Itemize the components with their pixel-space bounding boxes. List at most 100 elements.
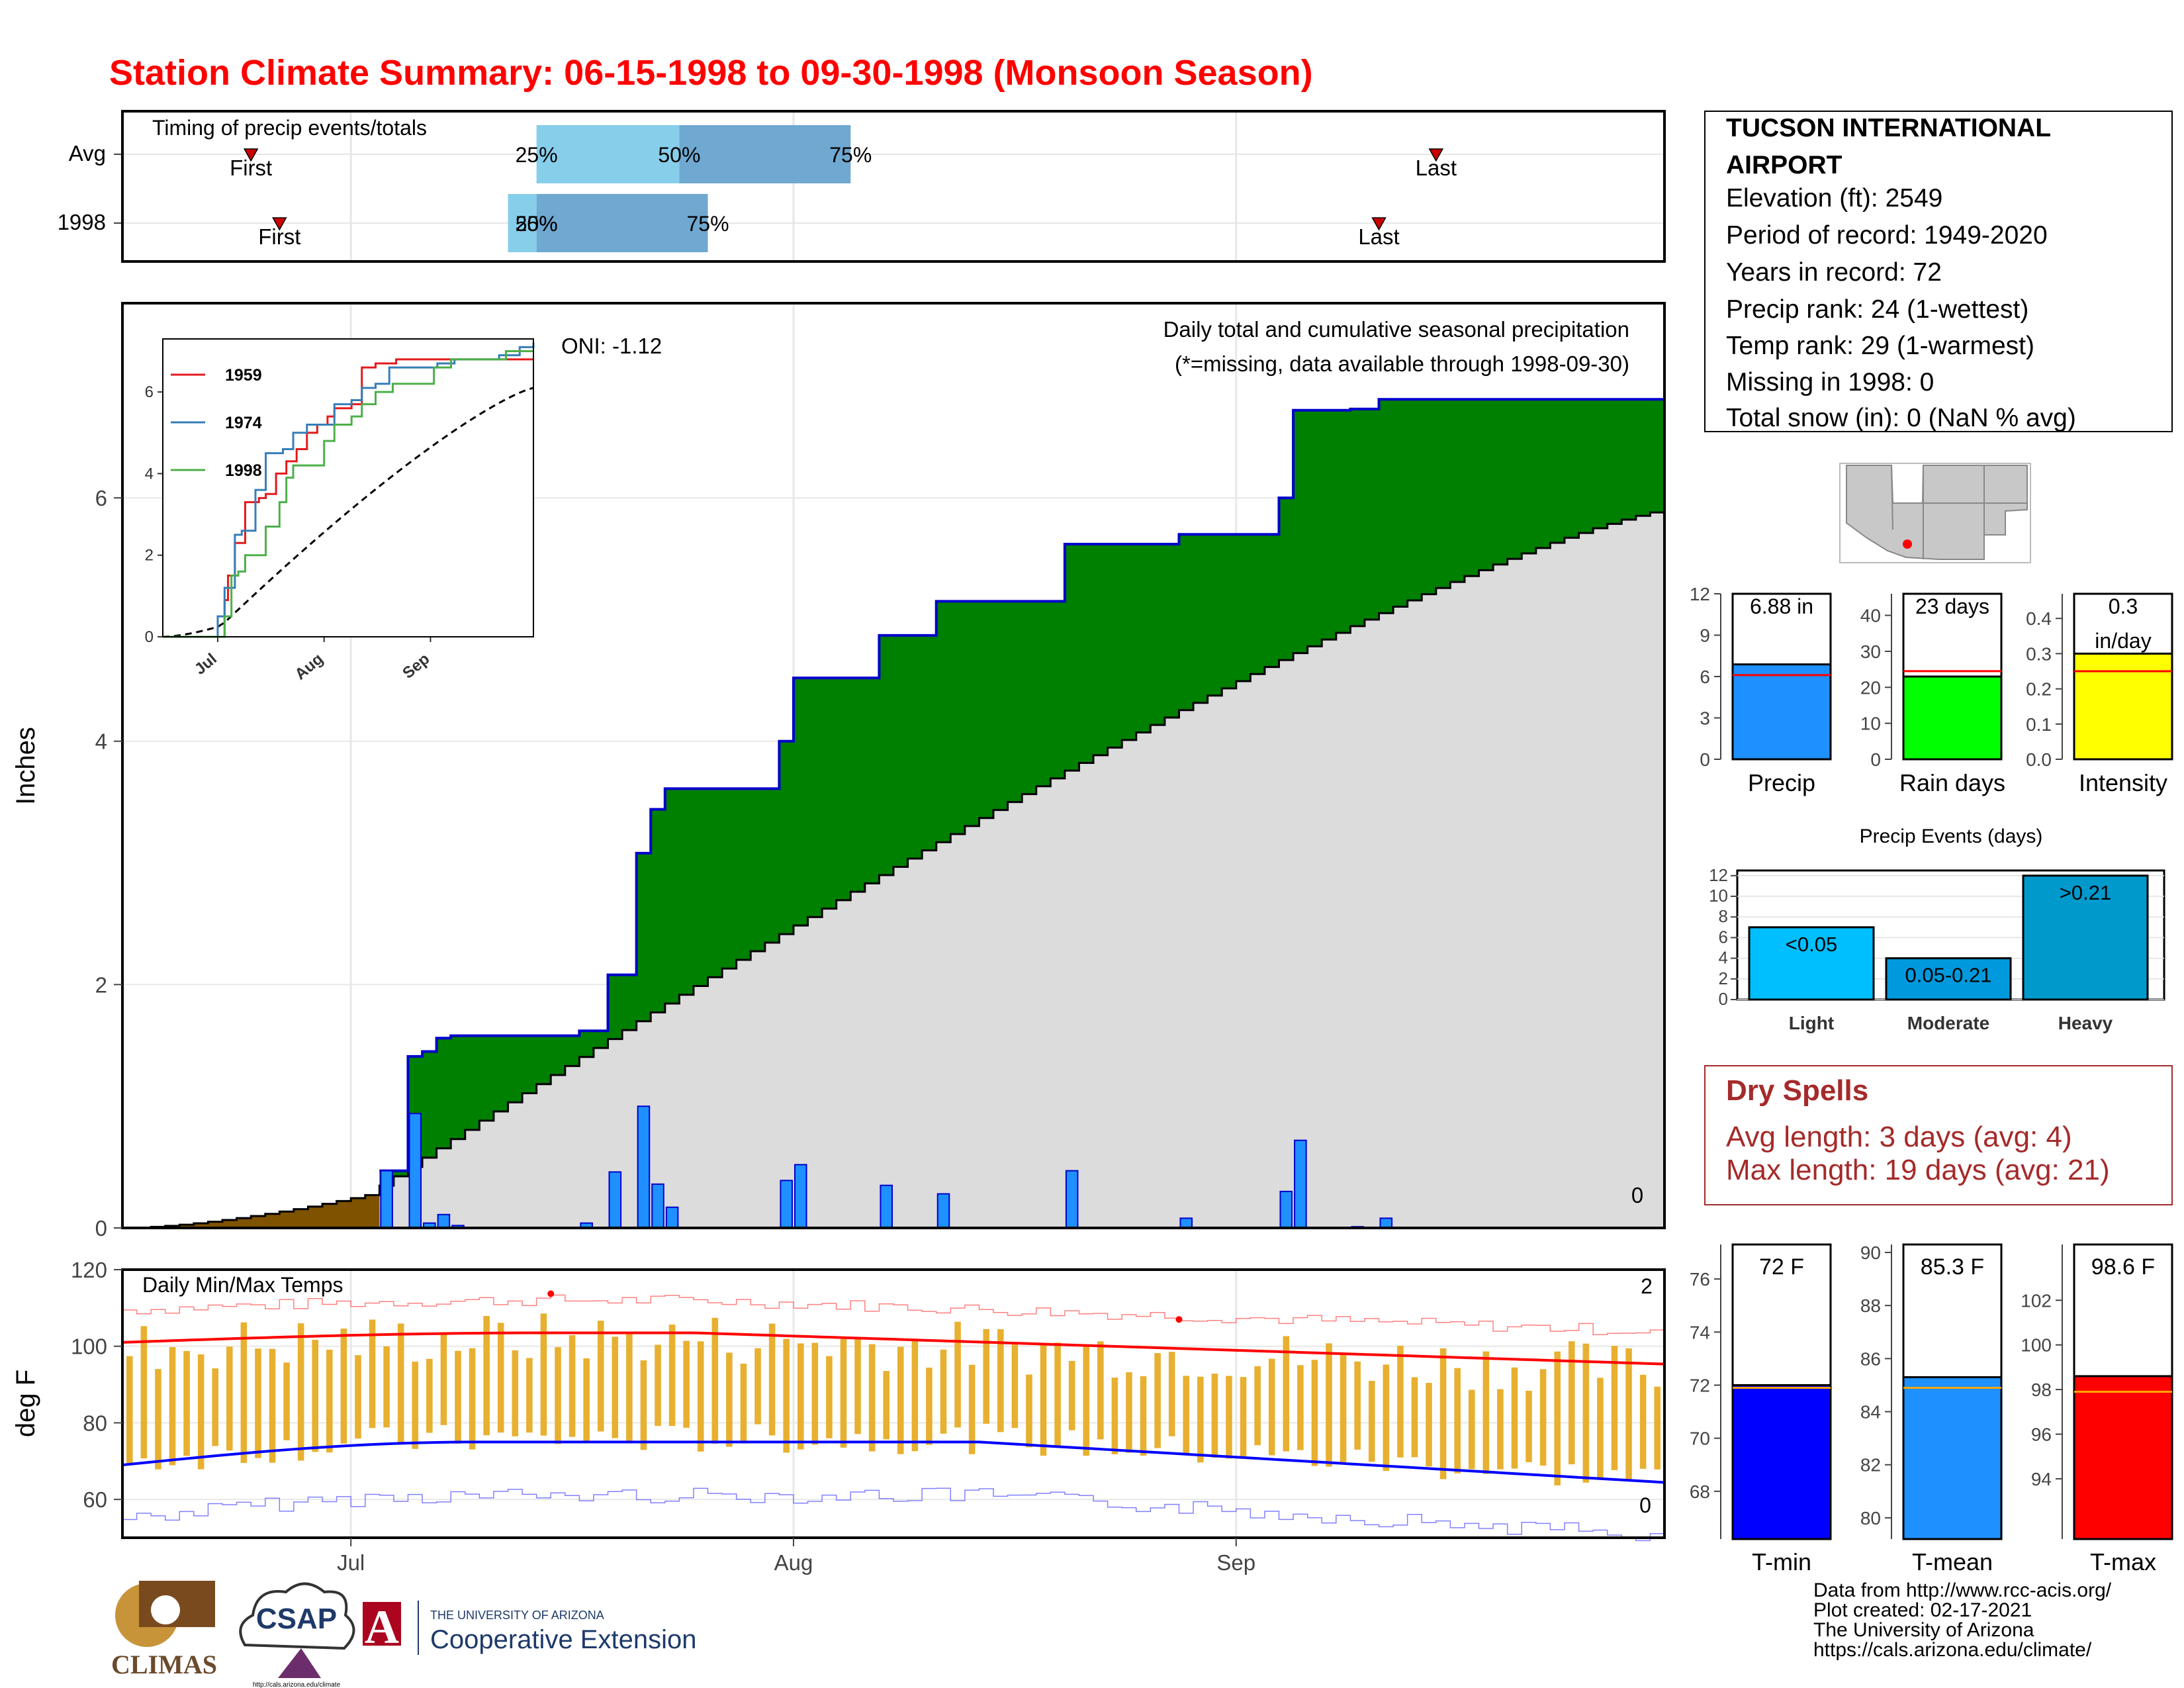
timing-bar-second-half (536, 194, 708, 252)
last-event-marker-icon (1371, 217, 1387, 231)
daily-temp-range-bar (1140, 1376, 1147, 1456)
first-event-label: First (258, 224, 300, 249)
daily-temp-range-bar (626, 1332, 633, 1443)
page-title: Station Climate Summary: 06-15-1998 to 0… (109, 53, 1313, 93)
inset-legend: 1959 1974 1998 (171, 366, 262, 480)
daily-precip-bar (608, 1171, 622, 1229)
daily-temp-range-bar (355, 1355, 361, 1439)
summary-value-label: 6.88 in (1750, 594, 1813, 618)
daily-temp-range-bar (1097, 1341, 1104, 1440)
temp-summary-value-label: 85.3 F (1921, 1254, 1984, 1280)
daily-temp-range-bar (1639, 1374, 1647, 1469)
daily-temp-range-bar (483, 1316, 490, 1436)
temp-y-label: deg F (11, 1370, 40, 1437)
daily-temp-range-bar (269, 1348, 276, 1463)
daily-temp-range-bar (440, 1334, 447, 1425)
daily-temp-range-bar (1383, 1364, 1390, 1472)
daily-temp-range-bar (1654, 1386, 1661, 1470)
inset-normal-line (162, 387, 534, 638)
daily-temp-range-bar (1582, 1343, 1590, 1483)
daily-temp-range-bar (983, 1329, 990, 1424)
daily-temp-range-bar (169, 1346, 176, 1466)
timing-grid (114, 111, 1664, 261)
timing-title: Timing of precip events/totals (152, 116, 427, 140)
temp-summary-y-tick-label: 86 (1860, 1348, 1881, 1369)
temp-summary-y-tick-label: 90 (1860, 1243, 1881, 1263)
precip-plot (122, 398, 1666, 1229)
temp-summary-y-tick-label: 70 (1690, 1429, 1710, 1449)
events-y-tick-label: 10 (1709, 886, 1728, 906)
temp-background (122, 1270, 1664, 1538)
temp-summary-y-tick-label: 68 (1690, 1481, 1710, 1502)
csap-cloud-icon (239, 1582, 355, 1650)
inset-series-line (163, 343, 535, 638)
temp-summary-y-tick-label: 100 (2021, 1335, 2052, 1356)
daily-temp-range-bar (883, 1371, 889, 1440)
daily-temp-range-bar (1011, 1344, 1019, 1429)
events-y-tick-label: 8 (1719, 906, 1728, 926)
station-info-box: TUCSON INTERNATIONAL AIRPORT Elevation (… (1704, 111, 2173, 432)
daily-temp-range-bar (740, 1364, 747, 1444)
inset-series-line (163, 350, 533, 638)
summary-value-label: 0.3 (2109, 594, 2138, 618)
precip-chart-title: Daily total and cumulative seasonal prec… (1163, 317, 1629, 342)
events-y-tick-label: 0 (1719, 989, 1728, 1009)
record-high-marker (1175, 1316, 1183, 1323)
daily-temp-range-bar (1026, 1374, 1032, 1448)
precip-frame (121, 302, 1666, 1229)
daily-temp-range-bar (697, 1341, 704, 1452)
daily-temp-range-bar (968, 1364, 976, 1454)
summary-value-label: 23 days (1915, 594, 1989, 618)
temp-y-axis: 60 80 100 120 (71, 1258, 122, 1512)
daily-temp-range-bar (426, 1358, 433, 1433)
daily-temp-range-bar (1311, 1360, 1318, 1466)
x-axis-tick-label: Aug (774, 1550, 813, 1575)
inset-frame (162, 338, 534, 637)
events-y-tick-label: 4 (1719, 948, 1728, 968)
normal-cumulative-line (122, 510, 1666, 1229)
temp-summary-value-label: 98.6 F (2091, 1254, 2155, 1280)
inset-y-tick-label: 4 (145, 465, 154, 483)
timing-q25-label: 25% (516, 143, 558, 167)
daily-temp-range-bar (1226, 1376, 1232, 1459)
timing-q25-label: 25% (516, 212, 558, 236)
cold-count: 0 (1639, 1493, 1651, 1517)
temp-summary-value-label: 72 F (1759, 1254, 1804, 1280)
daily-temp-range-bar (940, 1349, 947, 1434)
daily-temp-range-bar (954, 1321, 961, 1428)
precip-y-tick-label: 2 (95, 972, 107, 997)
daily-precip-bar (1279, 1190, 1293, 1229)
daily-temp-range-bar (1468, 1389, 1475, 1470)
daily-temp-range-bar (826, 1356, 833, 1438)
summary-y-tick-label: 0.0 (2026, 749, 2052, 770)
summary-y-tick-label: 0 (1700, 749, 1710, 770)
normal-max-line (122, 1331, 1665, 1366)
daily-temp-range-bar (583, 1358, 590, 1442)
temp-y-tick-label: 100 (71, 1335, 107, 1359)
daily-temp-range-bar (455, 1350, 461, 1444)
summary-y-tick-label: 6 (1700, 667, 1710, 687)
events-bar (1748, 926, 1875, 1001)
temp-summary-y-tick-label: 82 (1860, 1455, 1881, 1476)
daily-temp-range-bar (897, 1346, 904, 1454)
events-y-tick-label: 6 (1719, 927, 1728, 947)
x-axis-tick-label: Jul (337, 1550, 365, 1575)
inset-y-tick-label: 2 (145, 547, 154, 565)
daily-temp-range-bar (1297, 1365, 1304, 1450)
ua-small-text: THE UNIVERSITY OF ARIZONA (430, 1609, 604, 1622)
climas-logo: CLIMAS (111, 1581, 217, 1679)
station-name-line2: AIRPORT (1726, 151, 1843, 179)
daily-precip-bar (637, 1105, 651, 1229)
daily-temp-range-bar (126, 1356, 133, 1465)
daily-temp-range-bar (1211, 1374, 1218, 1458)
ua-block-shape (363, 1602, 401, 1646)
daily-temp-range-bar (783, 1338, 790, 1453)
precip-events-title: Precip Events (days) (1860, 825, 2043, 847)
daily-temp-range-bar (555, 1347, 561, 1444)
summary-bar (2073, 652, 2173, 761)
daily-precip-bar (794, 1164, 807, 1229)
events-category-label: Moderate (1907, 1013, 1989, 1033)
below-normal-area (122, 1195, 380, 1228)
station-period: Period of record: 1949-2020 (1726, 221, 2048, 250)
daily-precip-bar (880, 1184, 893, 1229)
